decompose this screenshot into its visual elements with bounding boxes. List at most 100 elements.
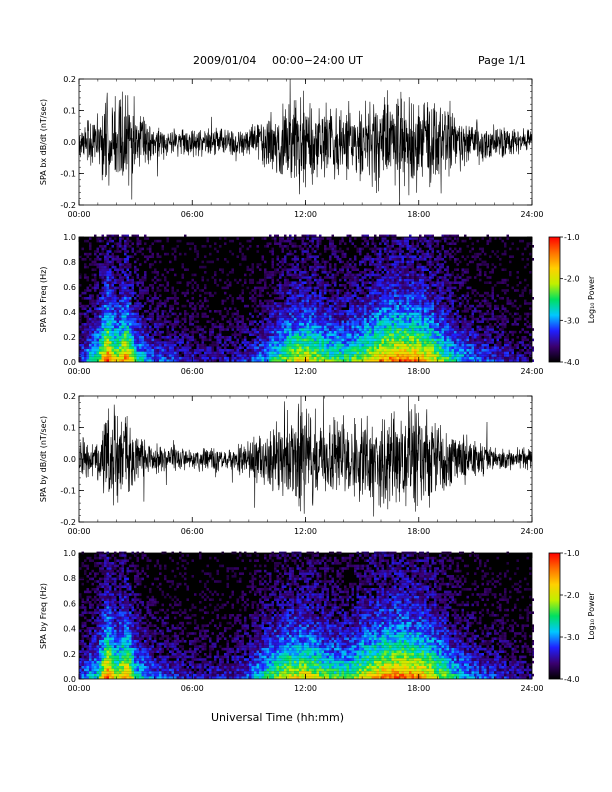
heatmap-cell [421,343,424,347]
heatmap-cell [151,343,154,347]
heatmap-cell [419,237,422,240]
heatmap-cell [331,351,334,355]
heatmap-cell [229,349,232,352]
heatmap-cell [174,250,177,253]
heatmap-cell [351,242,354,245]
heatmap-cell [309,304,312,308]
heatmap-cell [174,317,177,321]
heatmap-cell [289,297,292,300]
heatmap-cell [319,265,322,269]
heatmap-cell [266,242,269,245]
heatmap-cell [166,338,169,342]
heatmap-cell [416,291,419,295]
heatmap-cell [124,330,127,334]
heatmap-cell [286,315,289,318]
heatmap-cell [124,234,127,238]
heatmap-cell [246,325,249,329]
heatmap-cell [354,317,357,321]
heatmap-cell [304,289,307,292]
heatmap-cell [239,359,242,362]
heatmap-cell [176,351,179,355]
heatmap-cell [269,302,272,305]
heatmap-cell [274,317,277,321]
heatmap-cell [269,273,272,277]
heatmap-cell [214,336,217,339]
heatmap-cell [119,297,122,300]
heatmap-cell [431,268,434,271]
heatmap-cell [376,356,379,360]
heatmap-cell [226,320,229,323]
heatmap-cell [406,263,409,266]
heatmap-cell [316,247,319,251]
heatmap-cell [119,299,122,303]
heatmap-cell [374,234,377,238]
heatmap-cell [256,346,259,349]
heatmap-cell [301,234,304,238]
heatmap-cell [109,320,112,323]
heatmap-cell [179,343,182,347]
heatmap-cell [376,258,379,261]
heatmap-cell [411,343,414,347]
heatmap-cell [101,351,104,355]
heatmap-cell [434,315,437,318]
heatmap-cell [181,263,184,266]
heatmap-cell [399,315,402,318]
heatmap-cell [164,310,167,313]
heatmap-cell [94,302,97,305]
heatmap-cell [101,245,104,248]
heatmap-cell [429,349,432,352]
heatmap-cell [219,333,222,336]
heatmap-cell [401,284,404,287]
heatmap-cell [89,307,92,310]
heatmap-cell [416,276,419,279]
heatmap-cell [384,341,387,344]
heatmap-cell [244,338,247,342]
heatmap-cell [359,297,362,300]
heatmap-cell [344,310,347,313]
heatmap-cell [421,349,424,352]
heatmap-cell [359,260,362,264]
heatmap-cell [386,271,389,274]
heatmap-cell [134,359,137,362]
heatmap-cell [394,343,397,347]
heatmap-cell [286,312,289,316]
heatmap-cell [229,307,232,310]
heatmap-cell [374,265,377,269]
heatmap-cell [394,252,397,256]
heatmap-cell [159,278,162,282]
heatmap-cell [96,247,99,251]
heatmap-cell [419,250,422,253]
heatmap-cell [324,325,327,329]
heatmap-cell [234,351,237,355]
heatmap-cell [256,245,259,248]
heatmap-cell [94,325,97,329]
heatmap-cell [116,336,119,339]
heatmap-cell [154,325,157,329]
heatmap-cell [426,260,429,264]
heatmap-cell [246,343,249,347]
heatmap-cell [204,297,207,300]
heatmap-cell [96,239,99,243]
heatmap-cell [191,302,194,305]
heatmap-cell [296,351,299,355]
y-tick-label: -0.1 [60,170,76,179]
heatmap-cell [166,312,169,316]
heatmap-cell [376,307,379,310]
heatmap-cell [424,237,427,240]
heatmap-cell [291,336,294,339]
heatmap-cell [389,284,392,287]
heatmap-cell [299,297,302,300]
heatmap-cell [251,351,254,355]
heatmap-cell [291,294,294,297]
heatmap-cell [271,260,274,264]
heatmap-cell [434,338,437,342]
heatmap-cell [291,359,294,362]
heatmap-cell [264,278,267,282]
heatmap-cell [391,307,394,310]
heatmap-cell [181,346,184,349]
heatmap-cell [334,349,337,352]
heatmap-cell [329,258,332,261]
heatmap-cell [94,320,97,323]
heatmap-cell [266,312,269,316]
heatmap-cell [126,234,129,238]
